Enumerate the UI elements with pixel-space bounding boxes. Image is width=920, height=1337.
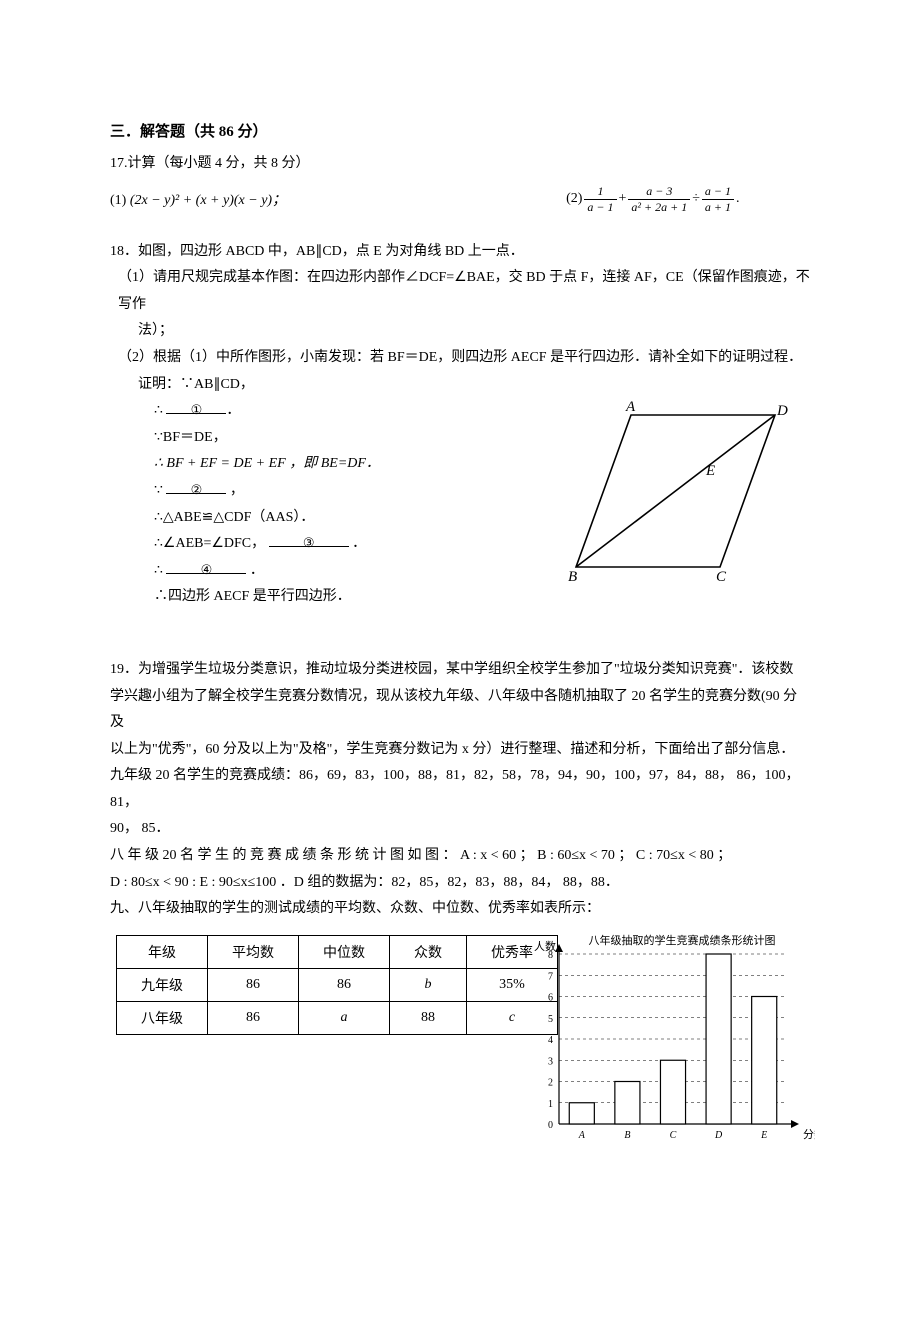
div: ÷ [692,191,700,207]
frac3-den: a + 1 [702,199,734,215]
q18-parallelogram-figure: A D B C E [568,397,788,587]
blank4: ④ [166,558,246,574]
q17-part2: (2) 1 a − 1 + a − 3 a² + 2a + 1 ÷ a − 1 … [566,184,739,215]
table-header: 众数 [390,935,467,968]
q19-l4: 九年级 20 名学生的竞赛成绩：86，69，83，100，88，81，82，58… [110,763,810,816]
label-C: C [716,569,727,585]
table-cell: b [390,968,467,1001]
q19-l3: 以上为"优秀"，60 分及以上为"及格"，学生竞赛分数记为 x 分）进行整理、描… [110,737,810,764]
therefore6: ∴∠AEB=∠DFC， [154,536,265,551]
table-cell: 86 [208,1001,299,1034]
label-A: A [625,399,636,415]
table-header: 年级 [117,935,208,968]
q18-proof-label: 证明：∵AB∥CD， [110,372,810,399]
q19-l6: 八 年 级 20 名 学 生 的 竞 赛 成 绩 条 形 统 计 图 如 图 ：… [110,843,810,870]
frac1-num: 1 [594,184,606,199]
q17-p2-prefix: (2) [566,191,582,207]
plus: + [619,191,627,207]
svg-text:A: A [578,1130,586,1141]
frac2: a − 3 a² + 2a + 1 [628,184,690,215]
table-row: 八年级86a88c [117,1001,558,1034]
svg-text:4: 4 [548,1035,553,1046]
frac3: a − 1 a + 1 [702,184,734,215]
frac2-num: a − 3 [643,184,675,199]
q18-p1b: 法）； [110,318,810,345]
frac2-den: a² + 2a + 1 [628,199,690,215]
because4: ∵ [154,483,163,498]
stats-table: 年级平均数中位数众数优秀率 九年级8686b35%八年级86a88c [116,935,558,1035]
svg-text:1: 1 [548,1099,553,1110]
q19-l1: 19．为增强学生垃圾分类意识，推动垃圾分类进校园，某中学组织全校学生参加了"垃圾… [110,657,810,684]
therefore7: ∴ [154,563,163,578]
section-title: 三．解答题（共 86 分） [110,120,810,141]
svg-text:3: 3 [548,1056,553,1067]
q19-l2: 学兴趣小组为了解全校学生竞赛分数情况，现从该校九年级、八年级中各随机抽取了 20… [110,684,810,737]
label-E: E [705,463,715,479]
table-header: 中位数 [299,935,390,968]
circled1: ① [191,402,203,417]
svg-text:B: B [624,1130,630,1141]
svg-text:5: 5 [548,1014,553,1025]
q17-p1-expr: (2x − y)² + (x + y)(x − y)； [130,193,286,208]
svg-text:8: 8 [548,950,553,961]
table-cell: 八年级 [117,1001,208,1034]
q17-p1-prefix: (1) [110,193,126,208]
circled2: ② [191,482,203,497]
q19-l7: D : 80≤x < 90 : E : 90≤x≤100 ．D 组的数据为：82… [110,870,810,897]
q17-part1: (1) (2x − y)² + (x + y)(x − y)； [110,189,286,209]
table-row: 九年级8686b35% [117,968,558,1001]
q19-l8: 九、八年级抽取的学生的测试成绩的平均数、众数、中位数、优秀率如表所示： [110,896,810,923]
frac1: 1 a − 1 [584,184,616,215]
q19-bar-chart: 八年级抽取的学生竞赛成绩条形统计图人数123456780ABCDE分数 [525,932,815,1152]
q18-p1: （1）请用尺规完成基本作图：在四边形内部作∠DCF=∠BAE，交 BD 于点 F… [110,265,810,318]
q18-p2: （2）根据（1）中所作图形，小南发现：若 BF＝DE，则四边形 AECF 是平行… [110,345,810,372]
label-D: D [776,403,788,419]
frac3-num: a − 1 [702,184,734,199]
circled3: ③ [303,535,315,550]
table-cell: 86 [208,968,299,1001]
q17-expressions: (1) (2x − y)² + (x + y)(x − y)； (2) 1 a … [110,184,810,215]
svg-text:7: 7 [548,971,553,982]
svg-text:八年级抽取的学生竞赛成绩条形统计图: 八年级抽取的学生竞赛成绩条形统计图 [589,933,776,947]
svg-text:D: D [714,1130,723,1141]
q19-l5: 90， 85． [110,816,810,843]
blank3: ③ [269,531,349,547]
q18-step8: ∴四边形 AECF 是平行四边形． [110,584,810,611]
circled4: ④ [201,562,213,577]
q18-stem: 18．如图，四边形 ABCD 中，AB∥CD，点 E 为对角线 BD 上一点． [110,239,810,266]
blank1: ① [166,398,226,414]
label-B: B [568,569,577,585]
therefore1: ∴ [154,403,163,418]
svg-text:0: 0 [548,1120,553,1131]
table-cell: 九年级 [117,968,208,1001]
period7: ． [250,563,264,578]
table-cell: 88 [390,1001,467,1034]
svg-text:E: E [760,1130,767,1141]
q17-intro: 17.计算（每小题 4 分，共 8 分） [110,151,810,178]
table-cell: a [299,1001,390,1034]
period6: ． [352,536,366,551]
frac1-den: a − 1 [584,199,616,215]
svg-text:分数: 分数 [803,1128,815,1141]
period: . [736,191,740,207]
svg-text:C: C [670,1130,677,1141]
svg-text:6: 6 [548,993,553,1004]
comma4: ， [230,483,244,498]
blank2: ② [166,478,226,494]
table-header: 平均数 [208,935,299,968]
svg-text:2: 2 [548,1078,553,1089]
table-cell: 86 [299,968,390,1001]
